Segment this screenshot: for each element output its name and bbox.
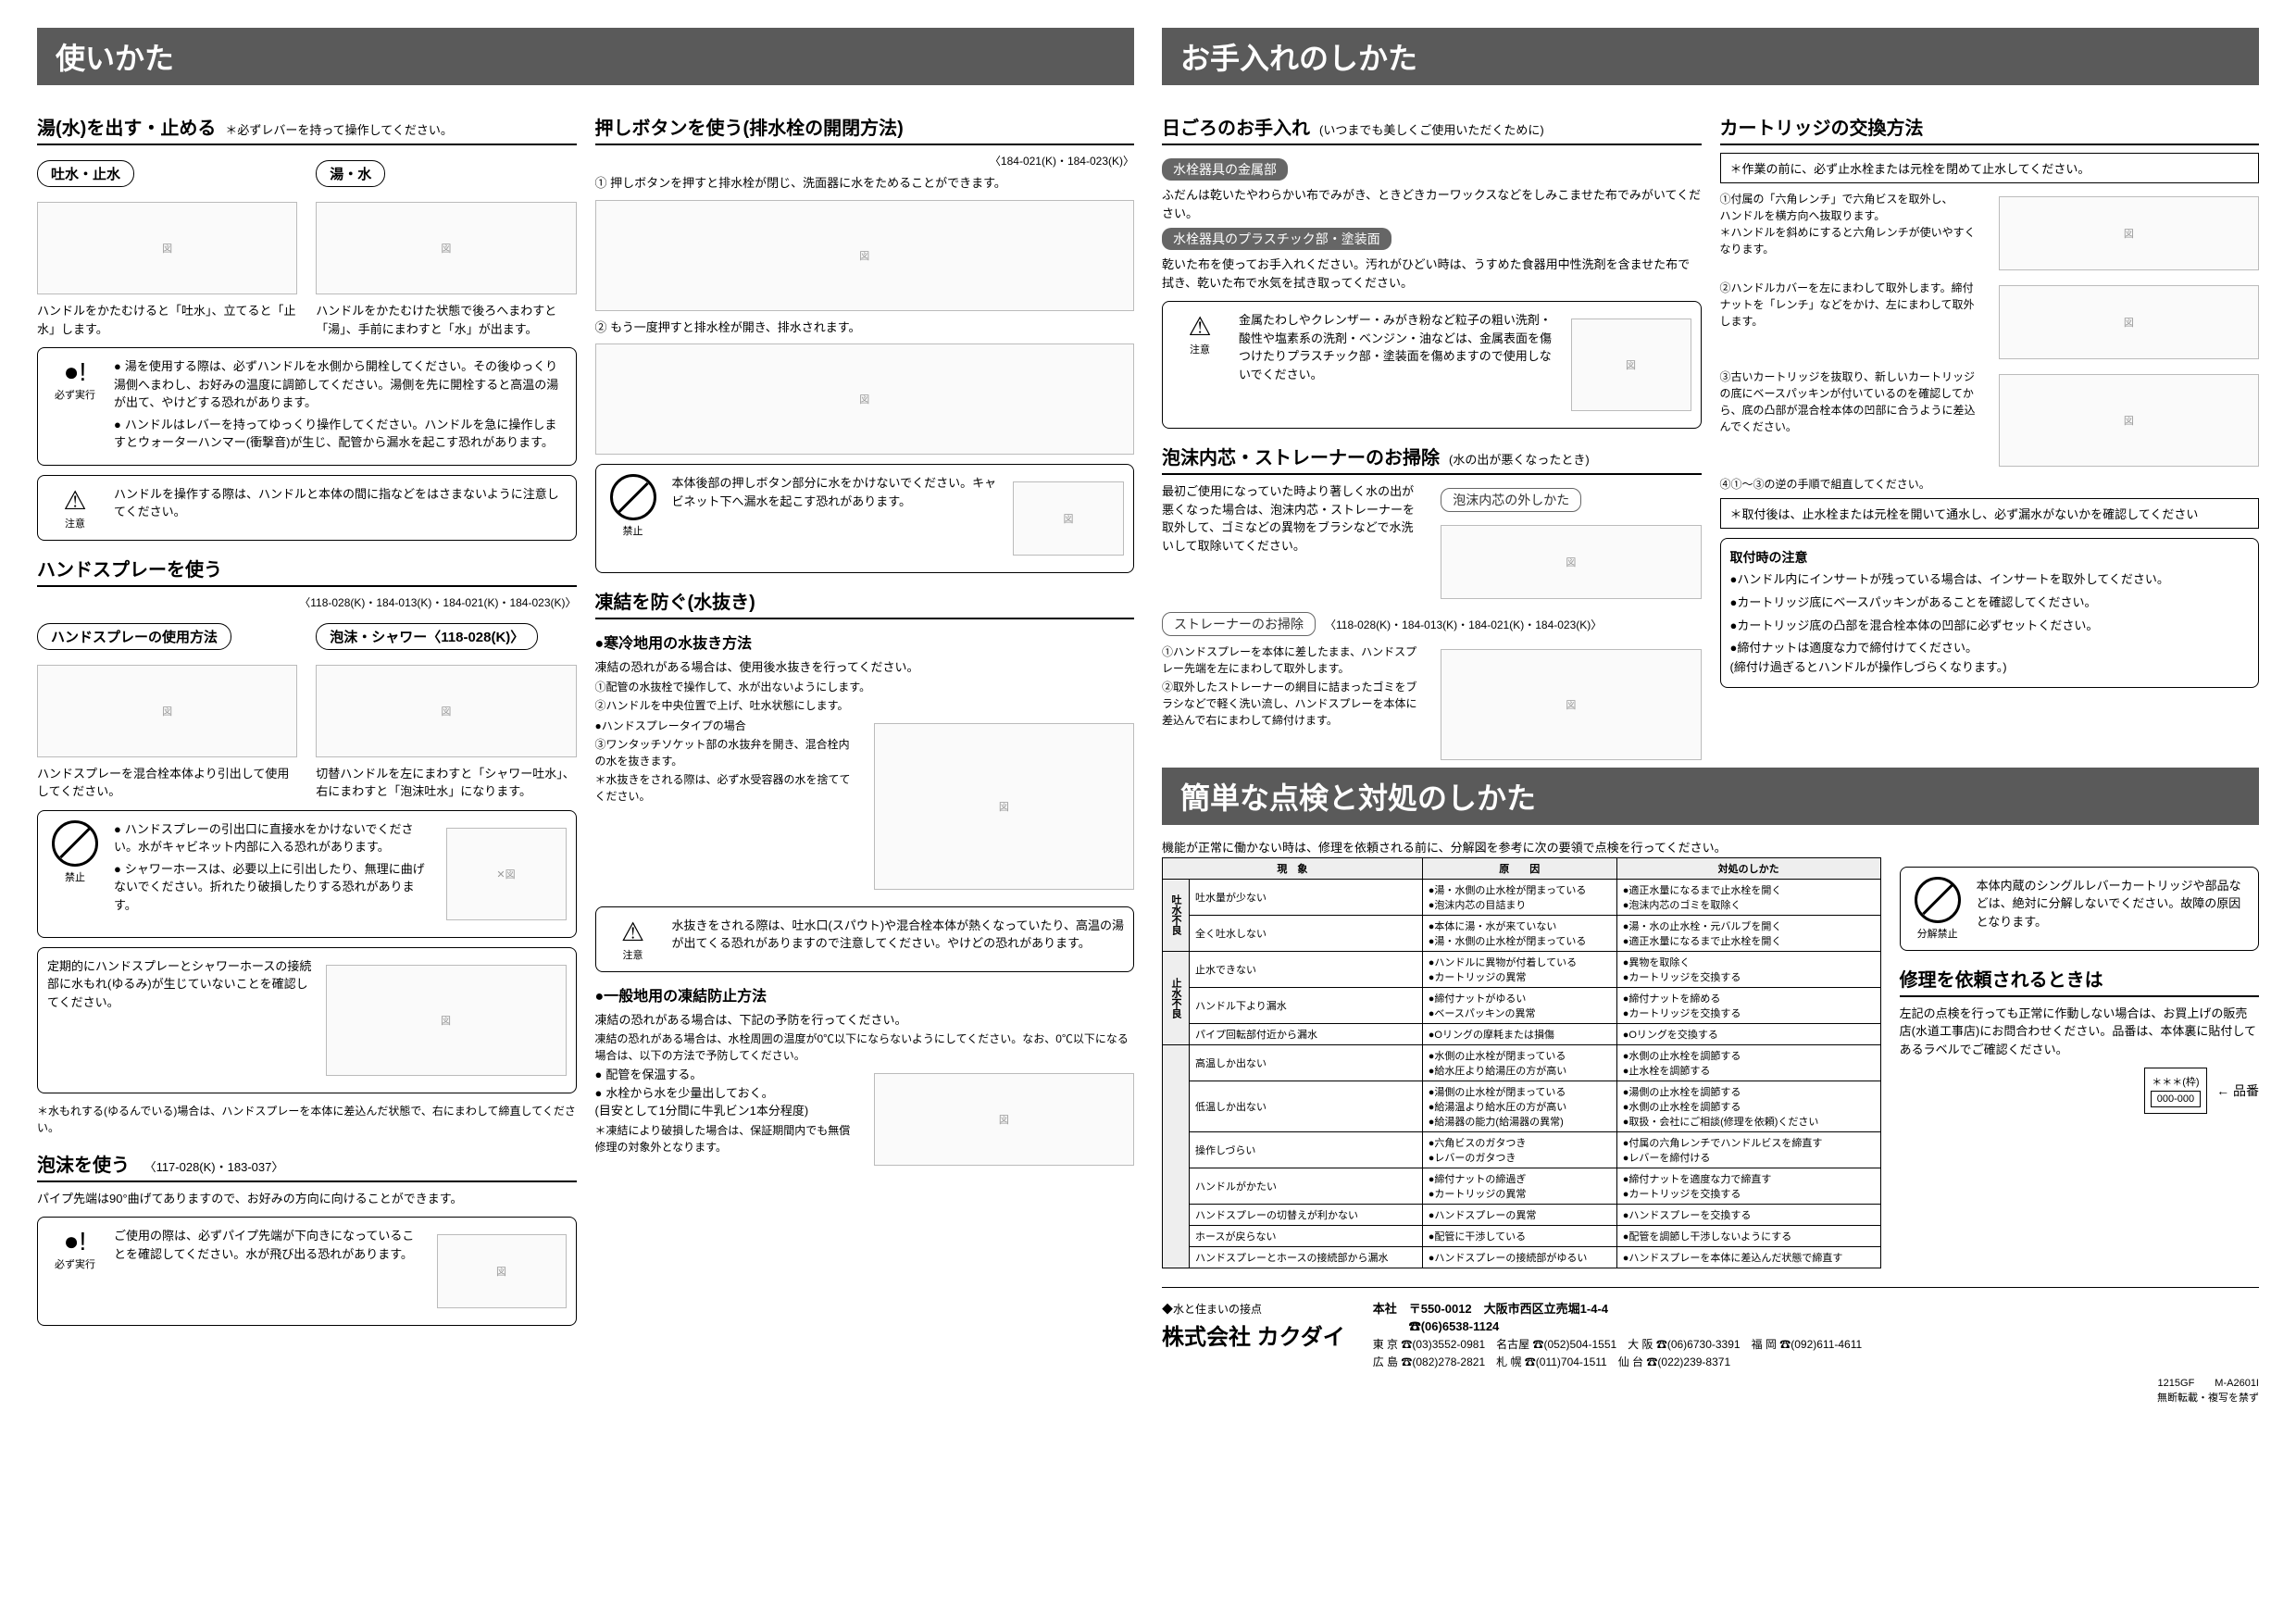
banner-care: お手入れのしかた [1162,28,2259,85]
cold-l2: ②ハンドルを中央位置で上げ、吐水状態にします。 [595,697,1135,714]
pill-spray2: 泡沫・シャワー〈118-028(K)〉 [316,623,538,650]
fig-spray1: 図 [37,665,297,757]
c-l1: ①付属の「六角レンチ」で六角ビスを取外し、 ハンドルを横方向へ抜取ります。 ＊ハ… [1720,191,1980,257]
pill-yu: 湯・水 [316,160,385,187]
c-l2: ②ハンドルカバーを左にまわして取外します。締付ナットを「レンチ」などをかけ、左に… [1720,280,1980,330]
h-freeze: 凍結を防ぐ(水抜き) [595,587,1135,619]
fig-clean: 図 [1571,319,1691,411]
star-cart: ＊作業の前に、必ず止水栓または元栓を閉めて止水してください。 [1720,153,2260,183]
fig-c2: 図 [1999,285,2259,359]
fig-gen: 図 [874,1073,1134,1166]
h-water: 湯(水)を出す・止める＊必ずレバーを持って操作してください。 [37,113,577,145]
gen-intro: 凍結の恐れがある場合は、下記の予防を行ってください。 [595,1011,1135,1030]
warn-foam: ●!必ず実行 ご使用の際は、必ずパイプ先端が下向きになっていることを確認してくだ… [37,1217,577,1326]
text-yu: ハンドルをかたむけた状態で後ろへまわすと「湯」、手前にまわすと「水」が出ます。 [316,302,576,338]
pill-strainer2: ストレーナーのお掃除 [1162,612,1316,636]
warn-disassemble: 分解禁止 本体内蔵のシングルレバーカートリッジや部品などは、絶対に分解しないでく… [1900,867,2259,951]
h-daily: 日ごろのお手入れ(いつまでも美しくご使用いただくために) [1162,113,1702,145]
h-cart: カートリッジの交換方法 [1720,113,2260,145]
models-push: 〈184-021(K)・184-023(K)〉 [595,153,1135,169]
forbid-icon [610,474,656,520]
h-strainer: 泡沫内芯・ストレーナーのお掃除(水の出が悪くなったとき) [1162,443,1702,475]
h-cold: ●寒冷地用の水抜き方法 [595,631,1135,653]
p-plastic: 水栓器具のプラスチック部・塗装面 [1162,228,1391,250]
forbid-icon [52,820,98,867]
h-repair: 修理を依頼されるときは [1900,965,2259,997]
t-metal: ふだんは乾いたやわらかい布でみがき、ときどきカーワックスなどをしみこませた布でみ… [1162,186,1702,222]
cold-l1: ①配管の水抜栓で操作して、水が出ないようにします。 [595,679,1135,695]
h-spray: ハンドスプレーを使う [37,555,577,587]
push-l2: ② もう一度押すと排水栓が開き、排水されます。 [595,319,1135,337]
t-plastic: 乾いた布を使ってお手入れください。汚れがひどい時は、うすめた食器用中性洗剤を含ま… [1162,256,1702,292]
h-foam: 泡沫を使う 〈117-028(K)・183-037〉 [37,1150,577,1182]
gen-text: 凍結の恐れがある場合は、水栓周囲の温度が0℃以下にならないようにしてください。な… [595,1031,1135,1064]
fig-st2: 図 [1441,649,1701,760]
trouble-intro: 機能が正常に働かない時は、修理を依頼される前に、分解図を参考に次の要領で点検を行… [1162,839,2259,857]
gen-li2: 水栓から水を少量出しておく。 (目安として1分間に牛乳ビン1本分程度) [595,1084,855,1120]
fig-hose2: 図 [326,965,567,1076]
fig-push3: 図 [1013,481,1124,556]
txt-spray1: ハンドスプレーを混合栓本体より引出して使用してください。 [37,765,297,801]
gen-li1: 配管を保温する。 [595,1066,855,1084]
pill-spray1: ハンドスプレーの使用方法 [37,623,231,650]
cold-intro: 凍結の恐れがある場合は、使用後水抜きを行ってください。 [595,658,1135,677]
footer-code: 1215GF M-A2601I 無断転載・複写を禁ず [1162,1375,2259,1405]
label-box: ＊＊＊(枠) 000-000 [2144,1068,2207,1114]
fig-push1: 図 [595,200,1135,311]
fig-tosui: 図 [37,202,297,294]
c-l3: ③古いカートリッジを抜取り、新しいカートリッジの底にベースパッキンが付いているの… [1720,369,1980,435]
repair-t: 左記の点検を行っても正常に作動しない場合は、お買上げの販売店(水道工事店)にお問… [1900,1005,2259,1059]
fig-push2: 図 [595,344,1135,455]
h-push: 押しボタンを使う(排水栓の開閉方法) [595,113,1135,145]
fig-c3: 図 [1999,374,2259,467]
h-gen: ●一般地用の凍結防止方法 [595,983,1135,1006]
st-l22: ②取外したストレーナーの網目に詰まったゴミをブラシなどで軽く洗い流し、ハンドスプ… [1162,679,1422,729]
company-logo: 株式会社 カクダイ [1162,1318,1345,1351]
fig-foam: 図 [437,1234,567,1308]
models-st: 〈118-028(K)・184-013(K)・184-021(K)・184-02… [1325,617,1602,632]
foot-spray: ＊水もれする(ゆるんでいる)場合は、ハンドスプレーを本体に差込んだ状態で、右にま… [37,1103,577,1136]
pill-tosui: 吐水・止水 [37,160,134,187]
fig-cold: 図 [874,723,1134,890]
txt-foam: パイプ先端は90°曲げてありますので、お好みの方向に向けることができます。 [37,1190,577,1208]
footer: ◆水と住まいの接点 株式会社 カクダイ 本社 〒550-0012 大阪市西区立売… [1162,1287,2259,1371]
warn-forbid-spray: 禁止 ハンドスプレーの引出口に直接水をかけないでください。水がキャビネット内部に… [37,810,577,938]
pill-strainer1: 泡沫内芯の外しかた [1441,488,1581,512]
fig-hose-x: ✕図 [446,828,567,920]
trouble-table: 現 象原 因対処のしかた 吐水不良吐水量が少ない●湯・水側の止水栓が閉まっている… [1162,857,1881,1268]
banner-usage: 使いかた [37,28,1134,85]
st-t1: 最初ご使用になっていた時より著しく水の出が悪くなった場合は、泡沫内芯・ストレーナ… [1162,482,1422,555]
fig-c1: 図 [1999,196,2259,270]
cold-note: ＊水抜きをされる際は、必ず水受容器の水を捨ててください。 [595,771,855,805]
fig-spray2: 図 [316,665,576,757]
fig-st1: 図 [1441,525,1701,599]
gen-foot: ＊凍結により破損した場合は、保証期間内でも無償修理の対象外となります。 [595,1122,855,1156]
warn-push: 禁止 本体後部の押しボタン部分に水をかけないでください。キャビネット下へ漏水を起… [595,464,1135,573]
c-l4: ④①～③の逆の手順で組直してください。 [1720,476,2260,493]
label-arrow: ← 品番 [2216,1081,2259,1100]
cold-l3: ③ワンタッチソケット部の水抜弁を開き、混合栓内の水を抜きます。 [595,736,855,769]
banner-trouble: 簡単な点検と対処のしかた [1162,768,2259,825]
c-caution: 取付時の注意 ハンドル内にインサートが残っている場合は、インサートを取外してくだ… [1720,538,2260,688]
text-tosui: ハンドルをかたむけると「吐水」、立てると「止水」します。 [37,302,297,338]
warn-hose: 定期的にハンドスプレーとシャワーホースの接続部に水もれ(ゆるみ)が生じていないこ… [37,947,577,1093]
warn-must: ●!必ず実行 湯を使用する際は、必ずハンドルを水側から開栓してください。その後ゆ… [37,347,577,466]
warn-caution: ⚠注意 ハンドルを操作する際は、ハンドルと本体の間に指などをはさまないように注意… [37,475,577,541]
warn-clean: ⚠注意 金属たわしやクレンザー・みがき粉など粒子の粗い洗剤・酸性や塩素系の洗剤・… [1162,301,1702,429]
cold-sub: ●ハンドスプレータイプの場合 [595,718,855,734]
forbid-icon [1915,877,1961,923]
c-note: ＊取付後は、止水栓または元栓を開いて通水し、必ず漏水がないかを確認してください [1720,498,2260,529]
txt-spray2: 切替ハンドルを左にまわすと「シャワー吐水」、右にまわすと「泡沫吐水」になります。 [316,765,576,801]
push-l1: ① 押しボタンを押すと排水栓が閉じ、洗面器に水をためることができます。 [595,174,1135,193]
st-l21: ①ハンドスプレーを本体に差したまま、ハンドスプレー先端を左にまわして取外します。 [1162,643,1422,677]
warn-cold: ⚠注意 水抜きをされる際は、吐水口(スパウト)や混合栓本体が熱くなっていたり、高… [595,906,1135,972]
models-spray: 〈118-028(K)・184-013(K)・184-021(K)・184-02… [37,594,577,610]
fig-yu: 図 [316,202,576,294]
p-metal: 水栓器具の金属部 [1162,158,1288,181]
